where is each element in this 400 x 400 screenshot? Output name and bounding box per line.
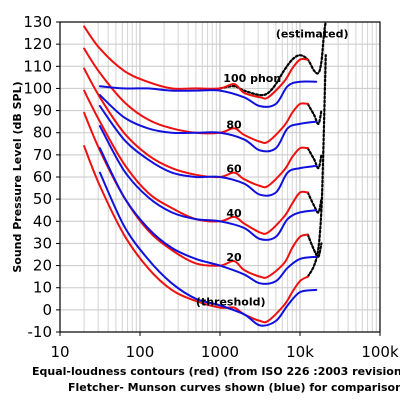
x-tick-label: 100k: [361, 343, 399, 361]
x-tick-label: 100: [126, 343, 155, 361]
fletcher-curve-threshold: [98, 171, 318, 327]
annotations: (estimated) 100 phon 80 60 40 20 (threshold): [196, 28, 349, 309]
fletcher-curve-100: [98, 80, 318, 108]
y-tick-label: 120: [23, 35, 52, 53]
iso-curve-60: [83, 67, 309, 189]
y-tick-label: 50: [33, 190, 52, 208]
fletcher-curve-20: [98, 147, 318, 285]
y-tick-label: -10: [28, 323, 53, 341]
y-tick-label: 70: [33, 146, 52, 164]
y-tick-label: 90: [33, 102, 52, 120]
iso-curve-100: [83, 25, 309, 100]
y-tick-label: 130: [23, 13, 52, 31]
y-tick-label: 10: [33, 279, 52, 297]
x-tick-label: 10: [50, 343, 69, 361]
y-tick-label: 40: [33, 212, 52, 230]
iso-curve-threshold: [83, 145, 309, 324]
y-tick-label: 60: [33, 168, 52, 186]
x-tick-label: 10k: [286, 343, 314, 361]
iso-curve-80: [83, 47, 309, 145]
y-tick-label: 30: [33, 234, 52, 252]
x-tick-label: 1000: [201, 343, 239, 361]
curve-annotation: 20: [226, 251, 242, 264]
estimated-curve-threshold: [306, 54, 327, 278]
fletcher-munson-curves: [98, 80, 318, 327]
y-tick-label: 110: [23, 57, 52, 75]
y-axis-label: Sound Pressure Level (dB SPL): [11, 81, 24, 272]
fletcher-curve-60: [98, 105, 318, 197]
axis-ticks: -10 0 10 20 30 40 50 60 70 80 90 100 110 120 130 10 100 1…: [23, 13, 399, 361]
y-tick-label: 20: [33, 257, 52, 275]
curve-annotation: 80: [226, 118, 242, 131]
y-tick-label: 100: [23, 79, 52, 97]
curve-annotation: 60: [226, 163, 242, 176]
fletcher-curve-80: [98, 94, 318, 153]
caption-line-1: Equal-loudness contours (red) (from ISO …: [32, 365, 400, 378]
curve-annotation: (estimated): [276, 28, 349, 41]
fletcher-curve-40: [98, 125, 318, 241]
y-tick-label: 0: [42, 301, 52, 319]
iso-curve-40: [83, 89, 309, 235]
y-tick-label: 80: [33, 124, 52, 142]
curve-annotation: 100 phon: [223, 72, 281, 85]
caption-line-2: Fletcher- Munson curves shown (blue) for…: [68, 381, 400, 394]
curve-annotation: (threshold): [196, 295, 266, 308]
estimated-curve-100: [218, 20, 327, 97]
curve-annotation: 40: [226, 207, 242, 220]
